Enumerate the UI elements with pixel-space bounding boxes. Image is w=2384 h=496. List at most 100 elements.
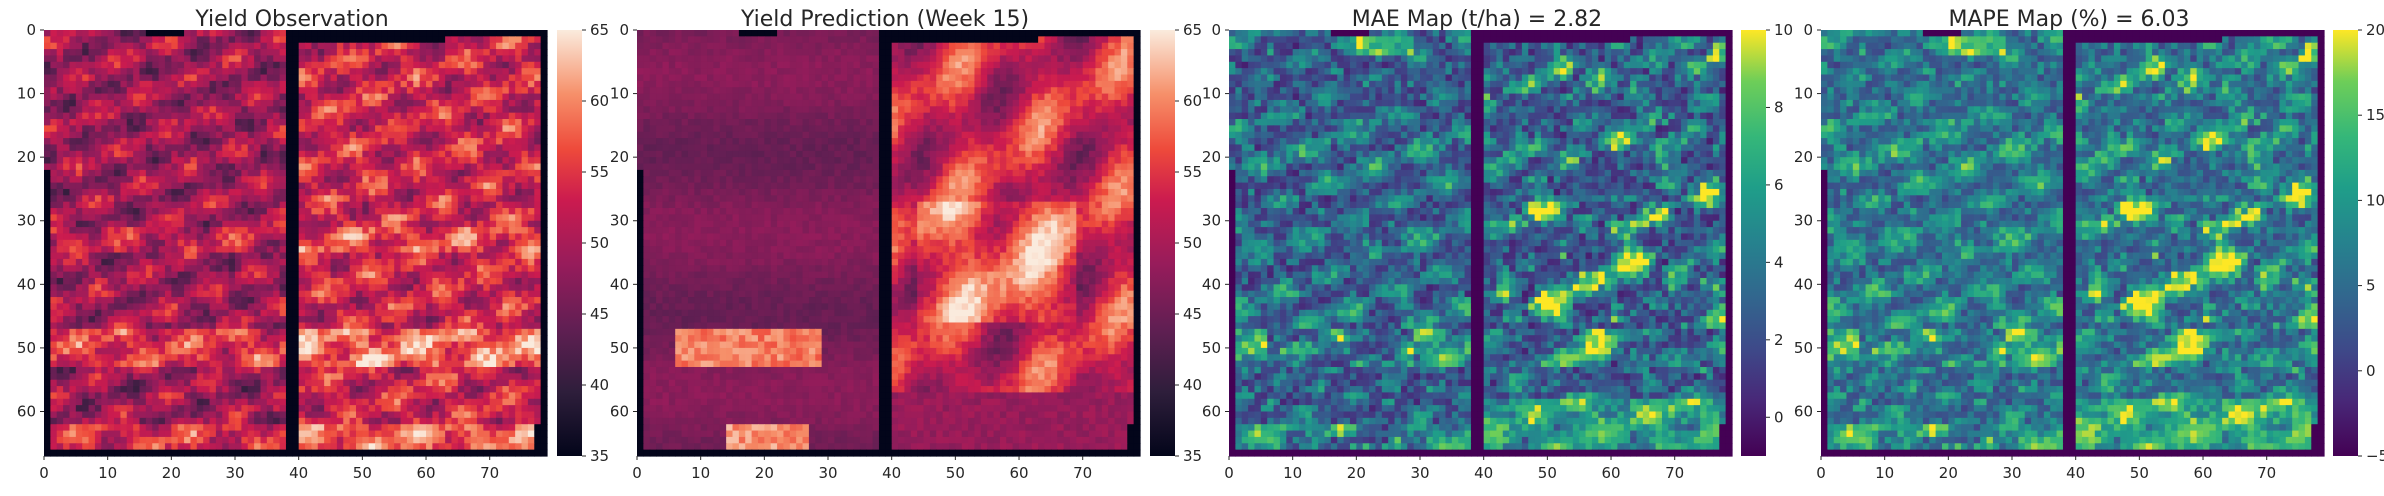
heatmap-cell	[95, 100, 102, 107]
heatmap-cell	[394, 151, 401, 158]
heatmap-cell	[133, 367, 140, 374]
heatmap-cell	[426, 405, 433, 412]
heatmap-cell	[331, 144, 338, 151]
heatmap-cell	[50, 87, 57, 94]
heatmap-cell	[413, 272, 420, 279]
heatmap-cell	[95, 94, 102, 101]
heatmap-cell	[76, 329, 83, 336]
heatmap-cell	[165, 373, 172, 380]
heatmap-cell	[496, 259, 503, 266]
heatmap-cell	[502, 284, 509, 291]
heatmap-cell	[426, 49, 433, 56]
heatmap-cell	[375, 119, 382, 126]
heatmap-cell	[451, 284, 458, 291]
heatmap-cell	[369, 373, 376, 380]
heatmap-cell	[515, 138, 522, 145]
heatmap-cell	[299, 214, 306, 221]
heatmap-cell	[401, 265, 408, 272]
heatmap-cell	[496, 151, 503, 158]
heatmap-cell	[331, 125, 338, 132]
heatmap-cell	[89, 335, 96, 342]
heatmap-cell	[490, 49, 497, 56]
heatmap-cell	[190, 392, 197, 399]
heatmap-cell	[114, 183, 121, 190]
heatmap-cell	[331, 310, 338, 317]
heatmap-cell	[445, 342, 452, 349]
heatmap-cell	[76, 202, 83, 209]
heatmap-cell	[101, 183, 108, 190]
heatmap-cell	[165, 399, 172, 406]
heatmap-cell	[140, 278, 147, 285]
heatmap-cell	[152, 170, 159, 177]
heatmap-cell	[509, 392, 516, 399]
heatmap-cell	[273, 316, 280, 323]
heatmap-cell	[451, 310, 458, 317]
heatmap-cell	[197, 265, 204, 272]
heatmap-cell	[197, 380, 204, 387]
heatmap-cell	[350, 259, 357, 266]
heatmap-cell	[471, 221, 478, 228]
heatmap-cell	[541, 348, 548, 355]
heatmap-cell	[331, 405, 338, 412]
heatmap-cell	[522, 291, 529, 298]
heatmap-cell	[426, 272, 433, 279]
heatmap-cell	[407, 36, 414, 43]
heatmap-cell	[413, 373, 420, 380]
heatmap-cell	[451, 221, 458, 228]
heatmap-cell	[57, 132, 64, 139]
heatmap-cell	[165, 418, 172, 425]
heatmap-cell	[44, 189, 51, 196]
heatmap-cell	[515, 297, 522, 304]
heatmap-cell	[133, 151, 140, 158]
heatmap-cell	[362, 87, 369, 94]
heatmap-cell	[197, 202, 204, 209]
heatmap-cell	[254, 62, 261, 69]
heatmap-cell	[490, 94, 497, 101]
heatmap-cell	[267, 354, 274, 361]
heatmap-cell	[280, 62, 287, 69]
heatmap-cell	[184, 119, 191, 126]
heatmap-cell	[171, 132, 178, 139]
heatmap-cell	[464, 68, 471, 75]
heatmap-cell	[311, 189, 318, 196]
heatmap-cell	[146, 297, 153, 304]
heatmap-cell	[50, 81, 57, 88]
heatmap-cell	[401, 354, 408, 361]
heatmap-cell	[407, 214, 414, 221]
heatmap-cell	[101, 253, 108, 260]
heatmap-cell	[235, 316, 242, 323]
heatmap-cell	[178, 322, 185, 329]
heatmap-cell	[140, 132, 147, 139]
heatmap-cell	[324, 227, 331, 234]
heatmap-cell	[165, 424, 172, 431]
heatmap-cell	[407, 335, 414, 342]
heatmap-cell	[451, 354, 458, 361]
heatmap-cell	[420, 246, 427, 253]
heatmap-cell	[483, 380, 490, 387]
heatmap-cell	[127, 36, 134, 43]
heatmap-cell	[57, 380, 64, 387]
heatmap-cell	[114, 335, 121, 342]
heatmap-cell	[101, 431, 108, 438]
heatmap-cell	[69, 265, 76, 272]
heatmap-cell	[477, 284, 484, 291]
heatmap-cell	[222, 55, 229, 62]
heatmap-cell	[171, 62, 178, 69]
heatmap-cell	[260, 202, 267, 209]
heatmap-cell	[222, 36, 229, 43]
heatmap-cell	[235, 246, 242, 253]
heatmap-cell	[420, 233, 427, 240]
heatmap-cell	[267, 157, 274, 164]
heatmap-cell	[216, 265, 223, 272]
heatmap-cell	[89, 119, 96, 126]
heatmap-cell	[375, 233, 382, 240]
heatmap-cell	[356, 43, 363, 50]
heatmap-cell	[337, 259, 344, 266]
heatmap-cell	[197, 100, 204, 107]
heatmap-cell	[420, 424, 427, 431]
heatmap-cell	[311, 373, 318, 380]
heatmap-cell	[458, 157, 465, 164]
heatmap-cell	[451, 176, 458, 183]
heatmap-cell	[140, 81, 147, 88]
heatmap-cell	[490, 68, 497, 75]
